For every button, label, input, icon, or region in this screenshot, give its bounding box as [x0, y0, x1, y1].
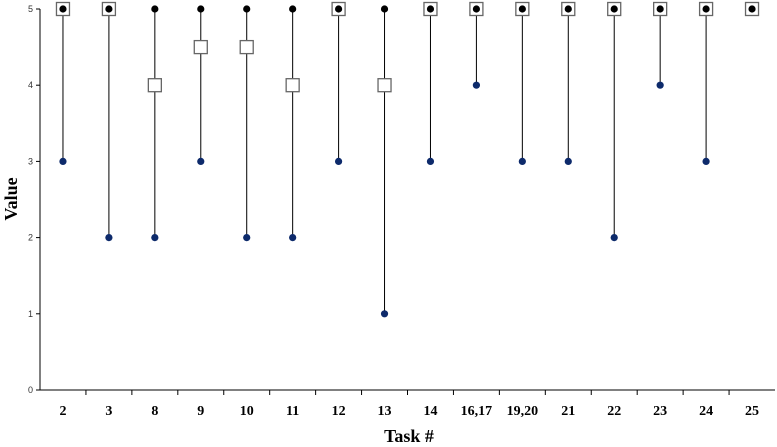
low-point [59, 157, 67, 165]
low-point [656, 81, 664, 89]
x-tick-label: 22 [607, 404, 621, 419]
high-point [656, 5, 664, 13]
high-point [105, 5, 113, 13]
high-point [334, 5, 343, 13]
chart-marks [55, 1, 760, 318]
y-tick-label: 2 [28, 233, 33, 243]
square-marker [285, 78, 300, 93]
y-tick-label: 5 [28, 4, 33, 14]
low-point [472, 81, 481, 89]
x-tick-label: 11 [286, 404, 299, 419]
low-point [334, 157, 343, 165]
x-axis-title: Task # [384, 426, 434, 446]
high-point [472, 5, 481, 13]
high-point [380, 5, 389, 13]
x-tick-label: 12 [332, 404, 346, 419]
x-tick-label: 2 [59, 404, 66, 419]
low-point [518, 157, 526, 165]
low-point [426, 157, 435, 165]
high-point [518, 5, 526, 13]
low-point [105, 234, 113, 242]
low-point [289, 234, 297, 242]
x-tick-label: 24 [699, 404, 713, 419]
x-tick-label: 16,17 [461, 404, 493, 419]
high-point [151, 5, 159, 13]
square-marker [239, 39, 254, 55]
x-tick-label: 21 [561, 404, 575, 419]
high-point [426, 5, 435, 13]
high-point [702, 5, 710, 13]
low-point [380, 310, 389, 318]
x-tick-label: 10 [240, 404, 254, 419]
high-point [59, 5, 67, 13]
x-tick-label: 8 [151, 404, 158, 419]
high-point [564, 5, 572, 13]
y-tick-label: 0 [28, 385, 33, 395]
x-tick-label: 23 [653, 404, 667, 419]
x-tick-label: 25 [745, 404, 759, 419]
x-tick-label: 3 [105, 404, 112, 419]
high-point [289, 5, 297, 13]
square-marker [377, 78, 392, 93]
x-tick-label: 19,20 [507, 404, 539, 419]
y-tick-label: 1 [28, 309, 33, 319]
x-tick-label: 14 [423, 404, 437, 419]
x-tick-label: 13 [378, 404, 392, 419]
square-marker [193, 39, 208, 55]
low-point [197, 157, 205, 165]
y-axis-title: Value [1, 177, 21, 220]
high-point [243, 5, 251, 13]
low-point [151, 234, 159, 242]
y-tick-label: 3 [28, 156, 33, 166]
high-point [610, 5, 618, 13]
x-tick-label: 9 [197, 404, 204, 419]
square-marker [147, 78, 162, 93]
high-point [748, 5, 756, 13]
low-point [702, 157, 710, 165]
low-point [610, 234, 618, 242]
high-point [197, 5, 205, 13]
y-tick-label: 4 [28, 80, 33, 90]
low-point [564, 157, 572, 165]
low-point [243, 234, 251, 242]
